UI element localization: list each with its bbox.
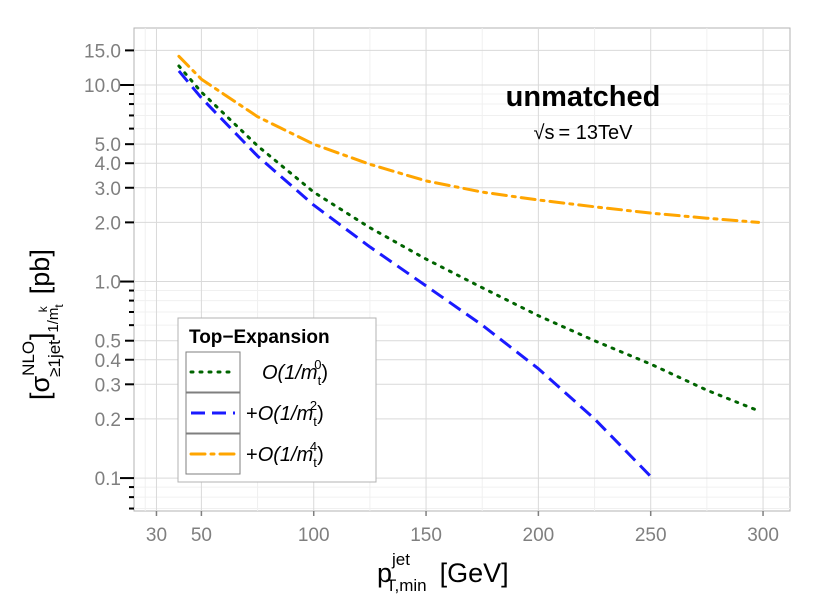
legend-label-0-text: O(1/m [262, 362, 318, 384]
x-axis-title-main: p [377, 558, 392, 588]
legend-title: Top−Expansion [189, 327, 330, 348]
legend-label-0-sup: 0 [314, 357, 321, 372]
legend-label-2: +O(1/mt4) [246, 439, 324, 470]
legend-label-1: +O(1/mt2) [246, 398, 324, 429]
y-tick-label: 1.0 [95, 273, 121, 294]
y-title-bracket-open: [ [25, 392, 55, 400]
x-tick-label: 50 [191, 525, 212, 546]
chart-subtitle: √s = 13TeV [534, 122, 634, 144]
y-title-bracket-close: ] [25, 333, 55, 341]
subtitle-energy: = 13TeV [559, 122, 634, 144]
subtitle-sqrt-s: √s [534, 122, 555, 144]
x-axis-title-sub: T,min [386, 576, 427, 595]
legend-label-2-sub: t [313, 455, 317, 470]
legend-label-1-prefix: + [246, 403, 258, 425]
x-tick-label: 250 [635, 525, 667, 546]
y-tick-label: 10.0 [84, 76, 121, 97]
x-tick-label: 150 [410, 525, 442, 546]
y-tick-label: 15.0 [84, 41, 121, 62]
legend-label-1-sup: 2 [310, 398, 317, 413]
legend-label-0-close: ) [321, 362, 328, 384]
y-tick-label: 0.1 [95, 469, 121, 490]
legend-label-2-sup: 4 [310, 439, 317, 454]
y-tick-label: 0.4 [95, 351, 122, 372]
y-tick-label: 5.0 [95, 135, 121, 156]
x-tick-label: 100 [298, 525, 330, 546]
y-title-sup: NLO [19, 341, 38, 376]
y-tick-label: 2.0 [95, 213, 121, 234]
legend-key-box-0 [185, 351, 241, 393]
y-title-sigma: σ [25, 375, 55, 392]
series-line-2 [177, 54, 760, 224]
x-axis-title: pjet T,min [GeV] [377, 550, 509, 595]
legend-label-2-prefix: + [246, 444, 258, 466]
y-title-sub2: 1/m [45, 308, 62, 333]
y-axis: 0.1 0.2 0.3 0.40.5 1.0 2.0 3.0 4.05.0 10.0 15.0 [84, 41, 134, 510]
y-title-sub2-sub: t [52, 304, 66, 308]
y-axis-title: [σNLO ≥1jet]1/mtk [pb] [19, 249, 66, 400]
y-tick-label: 3.0 [95, 179, 121, 200]
y-tick-label: 0.5 [95, 332, 121, 353]
x-axis: 30 50 100 150 200 250 300 [146, 511, 779, 546]
y-tick-label: 0.2 [95, 410, 121, 431]
legend-label-1-text: O(1/m [258, 403, 314, 425]
x-tick-label: 30 [146, 525, 167, 546]
y-title-unit: [pb] [25, 249, 55, 294]
legend-label-1-sub: t [313, 414, 317, 429]
x-tick-label: 200 [523, 525, 555, 546]
x-axis-title-unit: [GeV] [440, 558, 509, 588]
legend-label-2-close: ) [317, 444, 324, 466]
x-tick-label: 300 [747, 525, 779, 546]
series-line-1 [177, 69, 652, 478]
legend-label-0-sub: t [318, 373, 322, 388]
y-tick-label: 4.0 [95, 154, 121, 175]
svg-text:[σNLO≥1jet]1/mtk[pb]: [σNLO ≥1jet]1/mtk [pb] [19, 249, 66, 400]
legend-label-2-text: O(1/m [258, 444, 314, 466]
x-axis-title-sup: jet [391, 550, 410, 569]
legend-label-1-close: ) [317, 403, 324, 425]
y-title-sub: ≥1jet [45, 340, 64, 377]
legend: Top−Expansion O(1/mt0) +O(1/mt2) +O(1/mt… [177, 317, 377, 483]
legend-label-0: O(1/mt0) [262, 357, 328, 388]
chart-title: unmatched [506, 81, 661, 113]
series-layer [177, 54, 760, 478]
y-title-sub2-sup: k [36, 305, 50, 312]
series-line-0 [177, 64, 760, 413]
y-tick-label: 0.3 [95, 375, 121, 396]
